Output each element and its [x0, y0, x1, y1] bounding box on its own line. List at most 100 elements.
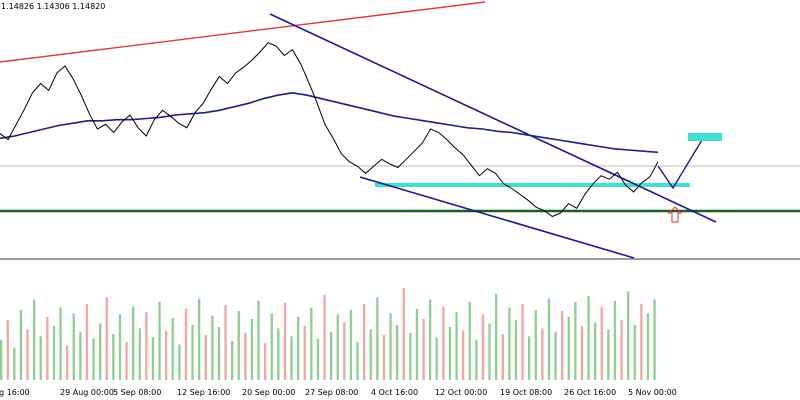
- volume-bar: [528, 336, 531, 380]
- volume-bar: [514, 320, 518, 380]
- volume-bar: [204, 335, 207, 380]
- volume-bar: [310, 307, 313, 381]
- volume-bar: [145, 312, 148, 380]
- volume-bar: [442, 306, 445, 380]
- volume-bar: [46, 316, 49, 381]
- x-axis-labels: ug 16:00 29 Aug 00:00 5 Sep 08:00 12 Sep…: [0, 388, 677, 397]
- volume-bar: [290, 336, 293, 380]
- volume-bar: [640, 304, 643, 380]
- volume-bar: [600, 306, 603, 380]
- volume-bar: [19, 309, 23, 380]
- x-tick-label: ug 16:00: [0, 388, 30, 397]
- volume-bar: [52, 325, 56, 380]
- volume-bar: [580, 325, 584, 380]
- volume-bar: [594, 322, 597, 380]
- volume-bar: [541, 328, 544, 381]
- volume-bar: [462, 330, 465, 380]
- volume-bar: [567, 316, 570, 381]
- volume-bar: [105, 297, 108, 380]
- volume-bar: [6, 320, 9, 380]
- volume-bar: [627, 291, 630, 380]
- volume-bar: [39, 336, 42, 380]
- volume-bar: [534, 309, 537, 380]
- upper-channel-line: [269, 13, 717, 223]
- red-trendline: [0, 1, 486, 63]
- volume-bar: [59, 307, 62, 381]
- volume-bar: [171, 317, 174, 380]
- volume-bar: [363, 304, 366, 380]
- volume-bar: [488, 323, 491, 380]
- volume-bar: [237, 311, 240, 380]
- volume-bar: [283, 302, 287, 380]
- volume-bar: [316, 338, 320, 380]
- volume-bar: [547, 298, 551, 380]
- volume-bar: [495, 293, 498, 381]
- volume-bar: [217, 327, 221, 380]
- volume-bar: [323, 294, 326, 380]
- volume-bar: [270, 313, 273, 380]
- volume-bar: [165, 330, 168, 380]
- volume-bar: [349, 309, 353, 380]
- volume-bar: [125, 342, 128, 381]
- volume-bar: [587, 296, 590, 381]
- volume-bar: [376, 297, 379, 380]
- volume-bar: [508, 307, 511, 381]
- volume-bar: [455, 312, 458, 380]
- x-tick-label: 29 Aug 00:00: [60, 388, 114, 397]
- volume-bar: [303, 325, 306, 380]
- volume-bar: [138, 328, 141, 381]
- volume-bar: [382, 335, 386, 380]
- volume-bar: [521, 304, 524, 380]
- ohlc-label: 1.14826 1.14306 1.14820: [1, 2, 105, 11]
- volume-bar: [250, 319, 254, 381]
- volume-bar: [118, 314, 122, 380]
- volume-bar: [277, 328, 280, 381]
- volume-bar: [435, 337, 438, 380]
- volume-bar: [198, 298, 201, 380]
- volume-bars: [0, 288, 656, 381]
- volume-bar: [330, 331, 333, 380]
- volume-bar: [554, 331, 557, 380]
- x-tick-label: 19 Oct 08:00: [500, 388, 552, 397]
- volume-bar: [429, 299, 432, 380]
- volume-bar: [336, 314, 339, 380]
- volume-bar: [224, 305, 227, 381]
- x-tick-label: 12 Sep 16:00: [177, 388, 230, 397]
- volume-bar: [468, 301, 471, 380]
- volume-bar: [422, 319, 425, 381]
- volume-bar: [211, 315, 214, 380]
- volume-bar: [231, 340, 234, 380]
- volume-bar: [389, 313, 392, 380]
- volume-bar: [607, 329, 610, 380]
- volume-bar: [99, 323, 102, 380]
- x-tick-label: 4 Oct 16:00: [371, 388, 418, 397]
- target-zone: [688, 133, 722, 141]
- volume-bar: [158, 301, 161, 380]
- volume-bar: [409, 332, 412, 380]
- volume-bar: [343, 322, 346, 380]
- volume-bar: [151, 337, 155, 380]
- x-tick-label: 5 Nov 00:00: [628, 388, 677, 397]
- volume-bar: [356, 342, 359, 381]
- x-tick-label: 27 Sep 08:00: [305, 388, 358, 397]
- volume-bar: [481, 314, 485, 380]
- volume-bar: [448, 327, 452, 380]
- volume-bar: [112, 334, 115, 380]
- volume-bar: [191, 324, 194, 380]
- volume-bar: [501, 334, 504, 380]
- volume-bar: [620, 320, 623, 380]
- volume-bar: [66, 345, 69, 380]
- volume-bar: [574, 301, 577, 380]
- volume-bar: [613, 300, 617, 380]
- volume-bar: [184, 308, 188, 380]
- volume-bar: [244, 332, 247, 380]
- lower-channel-line: [359, 176, 635, 259]
- volume-bar: [396, 324, 399, 380]
- volume-bar: [72, 313, 75, 380]
- x-tick-label: 12 Oct 00:00: [435, 388, 487, 397]
- volume-bar: [297, 316, 300, 381]
- volume-bar: [0, 339, 3, 381]
- moving-average-line: [0, 91, 659, 154]
- volume-bar: [369, 329, 372, 380]
